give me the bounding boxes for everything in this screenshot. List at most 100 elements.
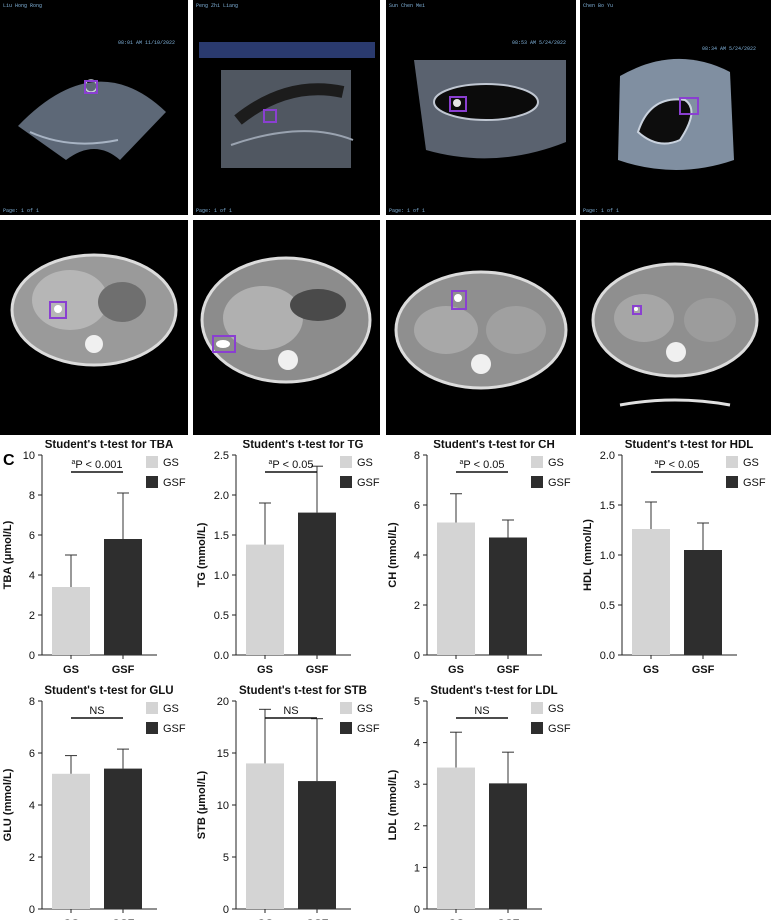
page-indicator: Page: 1 of 1 (196, 208, 233, 214)
y-tick-label: 8 (29, 490, 35, 502)
y-tick-label: 8 (29, 696, 35, 708)
legend-swatch-gsf (340, 476, 352, 488)
y-tick-label: 2 (29, 610, 35, 622)
y-tick-label: 6 (414, 500, 420, 512)
significance-label: NS (89, 705, 104, 717)
x-tick-label: GSF (112, 664, 135, 676)
y-tick-label: 0.0 (600, 650, 615, 662)
page-indicator: Page: 1 of 1 (583, 208, 620, 214)
y-tick-label: 0.5 (600, 600, 615, 612)
patient-name: Liu Hong Rong (3, 3, 43, 9)
chart-title: Student's t-test for HDL (625, 440, 754, 451)
y-tick-label: 1 (414, 862, 420, 874)
bar-gs (632, 529, 670, 655)
timestamp: 08:01 AM 11/10/2022 (118, 40, 176, 46)
y-tick-label: 4 (29, 570, 35, 582)
legend-label-gs: GS (357, 457, 373, 469)
legend-swatch-gsf (340, 722, 352, 734)
bar-gs (246, 544, 284, 655)
bar-gsf (104, 539, 142, 655)
timestamp: 08:34 AM 5/24/2022 (702, 46, 757, 52)
y-tick-label: 4 (414, 550, 420, 562)
legend-label-gsf: GSF (357, 723, 380, 735)
panel-c-label: C (3, 452, 15, 469)
chart-title: Student's t-test for CH (433, 440, 555, 451)
bar-gs (52, 773, 90, 909)
chart-title: Student's t-test for STB (239, 685, 367, 697)
y-tick-label: 0 (414, 650, 420, 662)
y-tick-label: 6 (29, 530, 35, 542)
legend-swatch-gsf (146, 476, 158, 488)
legend-swatch-gs (340, 456, 352, 468)
x-tick-label: GSF (306, 664, 329, 676)
legend-swatch-gs (531, 456, 543, 468)
legend-swatch-gsf (531, 722, 543, 734)
roi-box (679, 97, 699, 115)
y-axis-label: TBA (μmol/L) (2, 520, 14, 589)
bar-gsf (489, 537, 527, 655)
x-tick-label: GS (63, 918, 79, 920)
roi-box (451, 290, 467, 310)
chart-1: Student's t-test for TBA TBA (μmol/L) 0 2 4 6… (2, 440, 186, 676)
y-tick-label: 4 (29, 800, 35, 812)
roi-box (49, 301, 67, 319)
legend-label-gs: GS (743, 457, 759, 469)
chart-title: Student's t-test for LDL (430, 685, 557, 697)
significance-label: aP < 0.05 (269, 459, 314, 471)
x-tick-label: GS (63, 664, 79, 676)
patient-name: Sun Chen Mei (389, 3, 426, 9)
bar-gs (437, 522, 475, 655)
page-indicator: Page: 1 of 1 (3, 208, 40, 214)
timestamp: 08:53 AM 5/24/2022 (512, 40, 567, 46)
bar-gs (246, 763, 284, 909)
roi-box (449, 96, 467, 112)
chart-6: Student's t-test for STB STB (μmol/L) 0 5 10… (196, 685, 380, 920)
ct-image-1 (0, 220, 188, 435)
x-tick-label: GS (643, 664, 659, 676)
ultrasound-image-3: Sun Chen Mei 08:53 AM 5/24/2022 Page: 1 … (386, 0, 576, 215)
legend-swatch-gs (146, 456, 158, 468)
y-tick-label: 2 (414, 600, 420, 612)
y-tick-label: 1.5 (214, 530, 229, 542)
legend-swatch-gsf (146, 722, 158, 734)
y-tick-label: 1.5 (600, 500, 615, 512)
legend-swatch-gsf (726, 476, 738, 488)
ultrasound-image-1: Liu Hong Rong 08:01 AM 11/10/2022 Page: … (0, 0, 188, 215)
y-tick-label: 5 (223, 852, 229, 864)
legend-swatch-gs (726, 456, 738, 468)
y-tick-label: 1.0 (600, 550, 615, 562)
y-tick-label: 20 (217, 696, 229, 708)
legend-swatch-gs (531, 702, 543, 714)
y-tick-label: 6 (29, 748, 35, 760)
x-tick-label: GS (257, 918, 273, 920)
y-axis-label: HDL (mmol/L) (582, 519, 594, 591)
y-tick-label: 0.5 (214, 610, 229, 622)
chart-title: Student's t-test for TBA (45, 440, 174, 451)
ct-image-3 (386, 220, 576, 435)
y-tick-label: 2.0 (214, 490, 229, 502)
y-tick-label: 10 (217, 800, 229, 812)
chart-5: Student's t-test for GLU GLU (mmol/L) 0 2 4 6… (2, 685, 186, 920)
chart-2: Student's t-test for TG TG (mmol/L) 0.0 0.5… (196, 440, 380, 676)
x-tick-label: GSF (497, 918, 520, 920)
page-indicator: Page: 1 of 1 (389, 208, 426, 214)
y-tick-label: 0 (29, 650, 35, 662)
x-tick-label: GS (257, 664, 273, 676)
roi-box (84, 80, 98, 94)
bar-gsf (298, 512, 336, 655)
y-tick-label: 8 (414, 450, 420, 462)
x-tick-label: GSF (692, 664, 715, 676)
significance-label: aP < 0.05 (460, 459, 505, 471)
legend-label-gs: GS (357, 703, 373, 715)
patient-name: Chen Bo Yu (583, 3, 614, 9)
legend-swatch-gs (146, 702, 158, 714)
bar-gsf (684, 550, 722, 655)
ultrasound-image-2: Peng Zhi Liang Page: 1 of 1 (193, 0, 380, 215)
legend-label-gs: GS (548, 703, 564, 715)
legend-label-gsf: GSF (548, 477, 571, 489)
bar-gsf (104, 768, 142, 909)
ct-image-4 (580, 220, 771, 435)
y-tick-label: 2.0 (600, 450, 615, 462)
legend-label-gsf: GSF (163, 723, 186, 735)
bar-gsf (298, 781, 336, 909)
